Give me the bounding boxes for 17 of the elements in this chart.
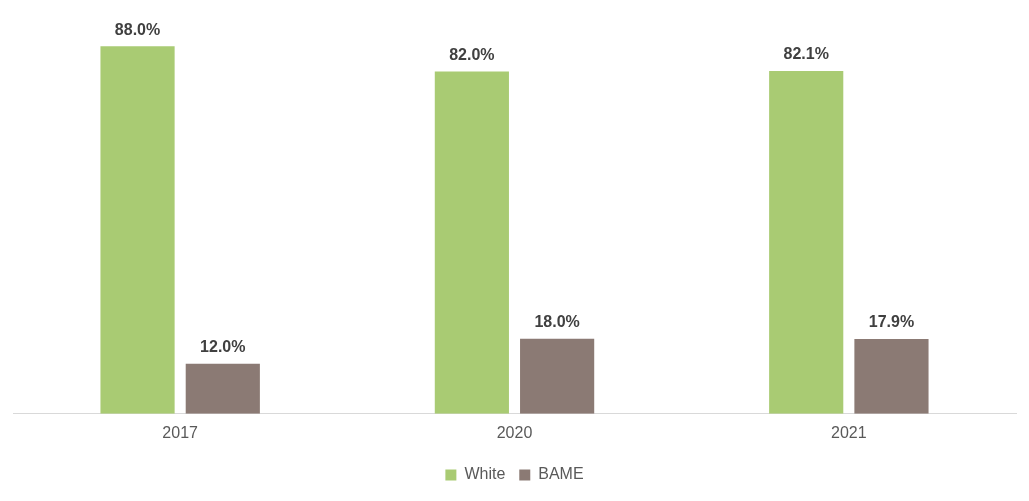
data-label: 12.0% — [200, 338, 246, 356]
data-label: 82.1% — [783, 45, 829, 63]
legend-label: White — [464, 465, 506, 483]
data-label: 17.9% — [868, 313, 915, 331]
x-tick-label: 2020 — [496, 423, 533, 441]
bar — [854, 339, 929, 414]
bar — [520, 338, 595, 414]
bar — [185, 363, 260, 414]
data-label: 18.0% — [534, 313, 580, 331]
data-label: 88.0% — [114, 20, 161, 38]
x-tick-label: 2017 — [162, 423, 199, 441]
bar — [434, 71, 509, 414]
x-tick-label: 2021 — [831, 423, 867, 441]
data-label: 82.0% — [449, 45, 495, 63]
bar — [100, 46, 175, 414]
legend-label: BAME — [538, 465, 584, 483]
bar — [769, 70, 844, 414]
